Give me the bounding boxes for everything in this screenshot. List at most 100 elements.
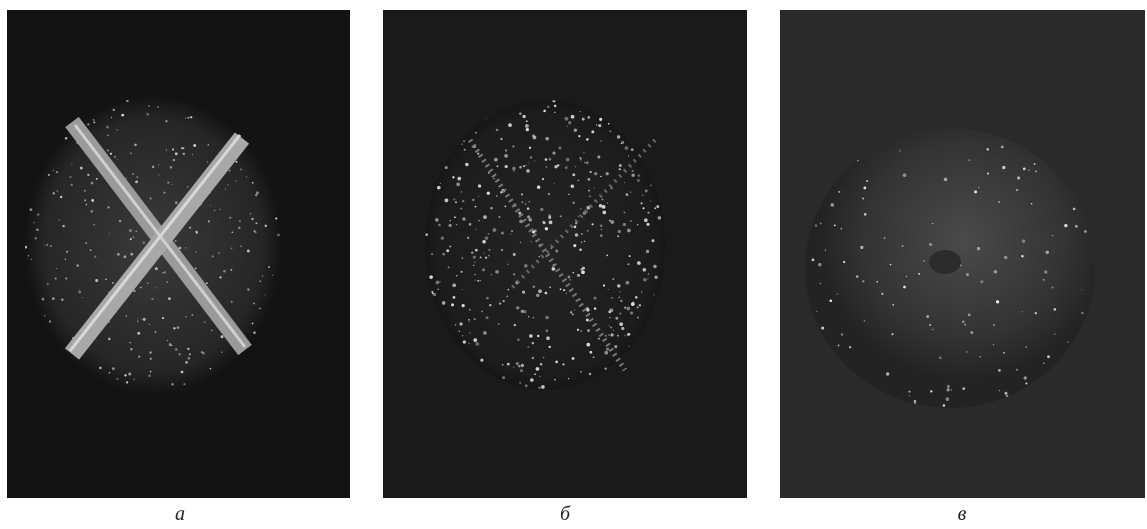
speck [577, 329, 579, 331]
speck [568, 194, 570, 196]
speck [111, 117, 112, 118]
speck [627, 263, 629, 265]
speck [545, 329, 548, 332]
speck [478, 196, 479, 197]
speck [435, 218, 439, 222]
speck [608, 289, 609, 290]
speck [523, 310, 526, 313]
speck [442, 253, 445, 256]
speck [1002, 166, 1005, 169]
speck [129, 229, 132, 232]
speck [627, 229, 631, 233]
speck [90, 210, 93, 213]
speck [646, 223, 649, 226]
speck [641, 291, 643, 293]
speck [256, 191, 259, 194]
speck [452, 176, 454, 178]
speck [838, 191, 840, 193]
speck [548, 346, 550, 348]
speck [119, 220, 121, 222]
speck [536, 294, 539, 297]
speck [890, 264, 892, 266]
speck [1034, 163, 1036, 165]
speck [637, 261, 641, 265]
speck [902, 245, 904, 247]
speck [513, 170, 514, 171]
speck [999, 390, 1000, 391]
speck [181, 371, 184, 374]
speck [441, 236, 444, 239]
speck [436, 281, 440, 285]
speck [519, 382, 521, 384]
speck [575, 166, 576, 167]
speck [188, 117, 190, 119]
speck [251, 218, 253, 220]
speck [240, 168, 242, 170]
figure: а б в [0, 0, 1147, 529]
speck [1004, 256, 1007, 259]
speck [250, 213, 251, 214]
speck [862, 280, 864, 282]
speck [587, 329, 590, 332]
speck [259, 280, 260, 281]
speck [501, 249, 503, 251]
speck [37, 213, 39, 215]
speck [631, 170, 633, 172]
speck [475, 229, 476, 230]
speck [542, 178, 544, 180]
speck [490, 207, 493, 210]
speck [453, 198, 455, 200]
speck [467, 237, 469, 239]
speck [1046, 251, 1049, 254]
speck [527, 346, 529, 348]
speck [265, 225, 267, 227]
speck [502, 364, 503, 365]
speck [573, 244, 576, 247]
speck [528, 201, 529, 202]
speck [133, 379, 134, 380]
speck [530, 241, 531, 242]
speck [493, 228, 497, 232]
speck [594, 297, 597, 300]
speck [229, 170, 230, 171]
speck [189, 353, 191, 355]
speck [600, 234, 603, 237]
speck [235, 161, 237, 163]
speck [609, 130, 611, 132]
speck [581, 233, 583, 235]
speck [122, 114, 125, 117]
speck [483, 331, 487, 335]
speck [493, 178, 495, 180]
speck [630, 220, 632, 222]
speck [218, 252, 220, 254]
speck [623, 211, 625, 213]
speck [584, 241, 585, 242]
speck [526, 120, 528, 122]
speck [554, 112, 555, 113]
speck [909, 395, 910, 396]
speck [255, 222, 257, 224]
speck [577, 274, 580, 277]
speck [545, 158, 548, 161]
speck [187, 186, 188, 187]
speck [582, 267, 585, 270]
speck [163, 192, 165, 194]
speck [618, 297, 620, 299]
speck [571, 184, 575, 188]
speck [210, 205, 211, 206]
speck [166, 281, 168, 283]
speck [36, 228, 39, 231]
speck [453, 296, 456, 299]
speck [608, 123, 610, 125]
speck [461, 143, 463, 145]
speck [568, 378, 569, 379]
speck [572, 313, 574, 315]
speck [588, 190, 590, 192]
speck [951, 389, 952, 390]
speck [59, 219, 60, 220]
speck [1035, 170, 1037, 172]
speck [158, 164, 159, 165]
speck [185, 247, 186, 248]
speck [624, 335, 625, 336]
speck [629, 346, 630, 347]
